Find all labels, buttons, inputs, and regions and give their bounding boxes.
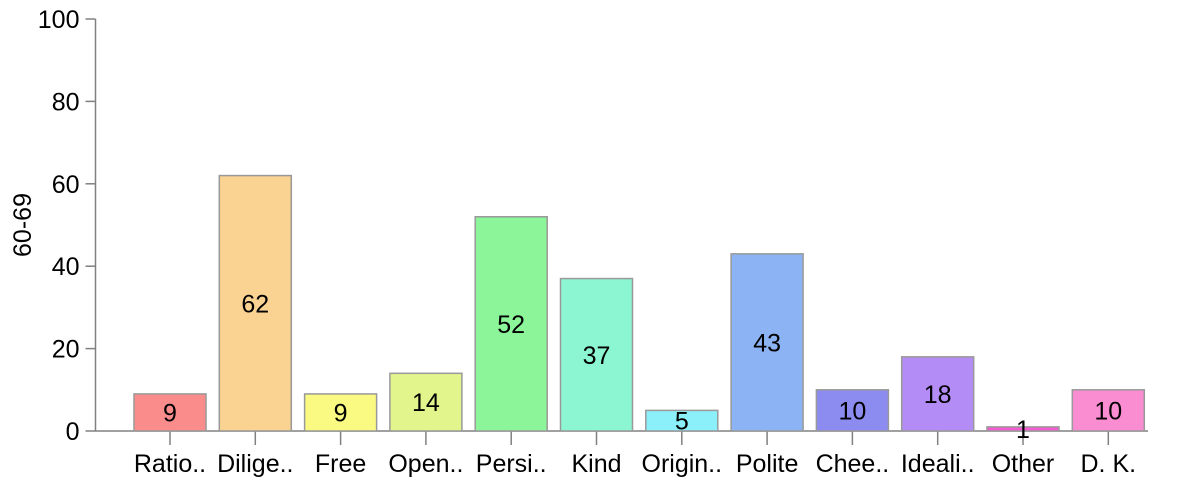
x-tick-label: Origin.. — [642, 450, 723, 478]
bar[interactable] — [133, 393, 207, 432]
y-axis-title: 60-69 — [9, 193, 37, 257]
x-tick-label: Ideali.. — [901, 450, 975, 478]
bar-value-label: 18 — [924, 381, 952, 409]
x-tick-label: Ratio.. — [134, 450, 206, 478]
x-tick-label: Open.. — [388, 450, 463, 478]
bar[interactable] — [303, 393, 378, 432]
y-tick-label: 40 — [52, 253, 80, 281]
bar-value-label: 9 — [334, 399, 348, 427]
x-tick-marks — [169, 431, 1110, 445]
bar-value-label: 43 — [753, 329, 781, 357]
bar[interactable] — [389, 372, 463, 432]
y-axis: 0 20 40 60 80 100 — [38, 6, 97, 446]
bar-value-label: 10 — [1094, 397, 1122, 425]
bar[interactable] — [900, 356, 975, 432]
bar-value-label: 9 — [163, 399, 177, 427]
bar[interactable] — [645, 409, 719, 432]
y-tick-label: 80 — [52, 88, 80, 116]
bar[interactable] — [1071, 389, 1146, 432]
bar-value-label: 5 — [675, 408, 689, 436]
bar-value-label: 1 — [1016, 416, 1030, 444]
bar-value-label: 62 — [241, 290, 269, 318]
bar[interactable] — [730, 253, 804, 432]
bar[interactable] — [218, 174, 293, 432]
x-tick-label: Dilige.. — [217, 450, 293, 478]
bars — [133, 174, 1146, 432]
x-tick-label: Polite — [736, 450, 799, 478]
x-tick-label: Persi.. — [476, 450, 547, 478]
x-tick-labels: Ratio.. Dilige.. Free Open.. Persi.. Kind Orig… — [134, 450, 1136, 478]
x-tick-label: Other — [992, 450, 1055, 478]
bar-value-label: 10 — [838, 397, 866, 425]
x-tick-label: Free — [315, 450, 366, 478]
bar[interactable] — [559, 277, 634, 432]
y-tick-label: 100 — [38, 6, 80, 34]
bar[interactable] — [815, 389, 890, 432]
x-tick-label: Chee.. — [816, 450, 890, 478]
x-tick-label: D. K. — [1081, 450, 1137, 478]
y-tick-labels: 0 20 40 60 80 100 — [38, 6, 80, 446]
bar-value-label: 14 — [412, 389, 440, 417]
x-axis: Ratio.. Dilige.. Free Open.. Persi.. Kind Orig… — [95, 430, 1148, 478]
bar-value-label: 37 — [583, 342, 611, 370]
y-tick-label: 60 — [52, 171, 80, 199]
y-tick-label: 20 — [52, 336, 80, 364]
bar-value-labels: 9 62 9 14 52 37 5 43 10 18 1 10 — [163, 290, 1122, 444]
bar[interactable] — [986, 426, 1060, 432]
y-tick-label: 0 — [66, 418, 80, 446]
bar-value-label: 52 — [497, 311, 525, 339]
y-tick-marks — [85, 18, 96, 432]
x-tick-label: Kind — [571, 450, 621, 478]
bar[interactable] — [474, 216, 548, 432]
